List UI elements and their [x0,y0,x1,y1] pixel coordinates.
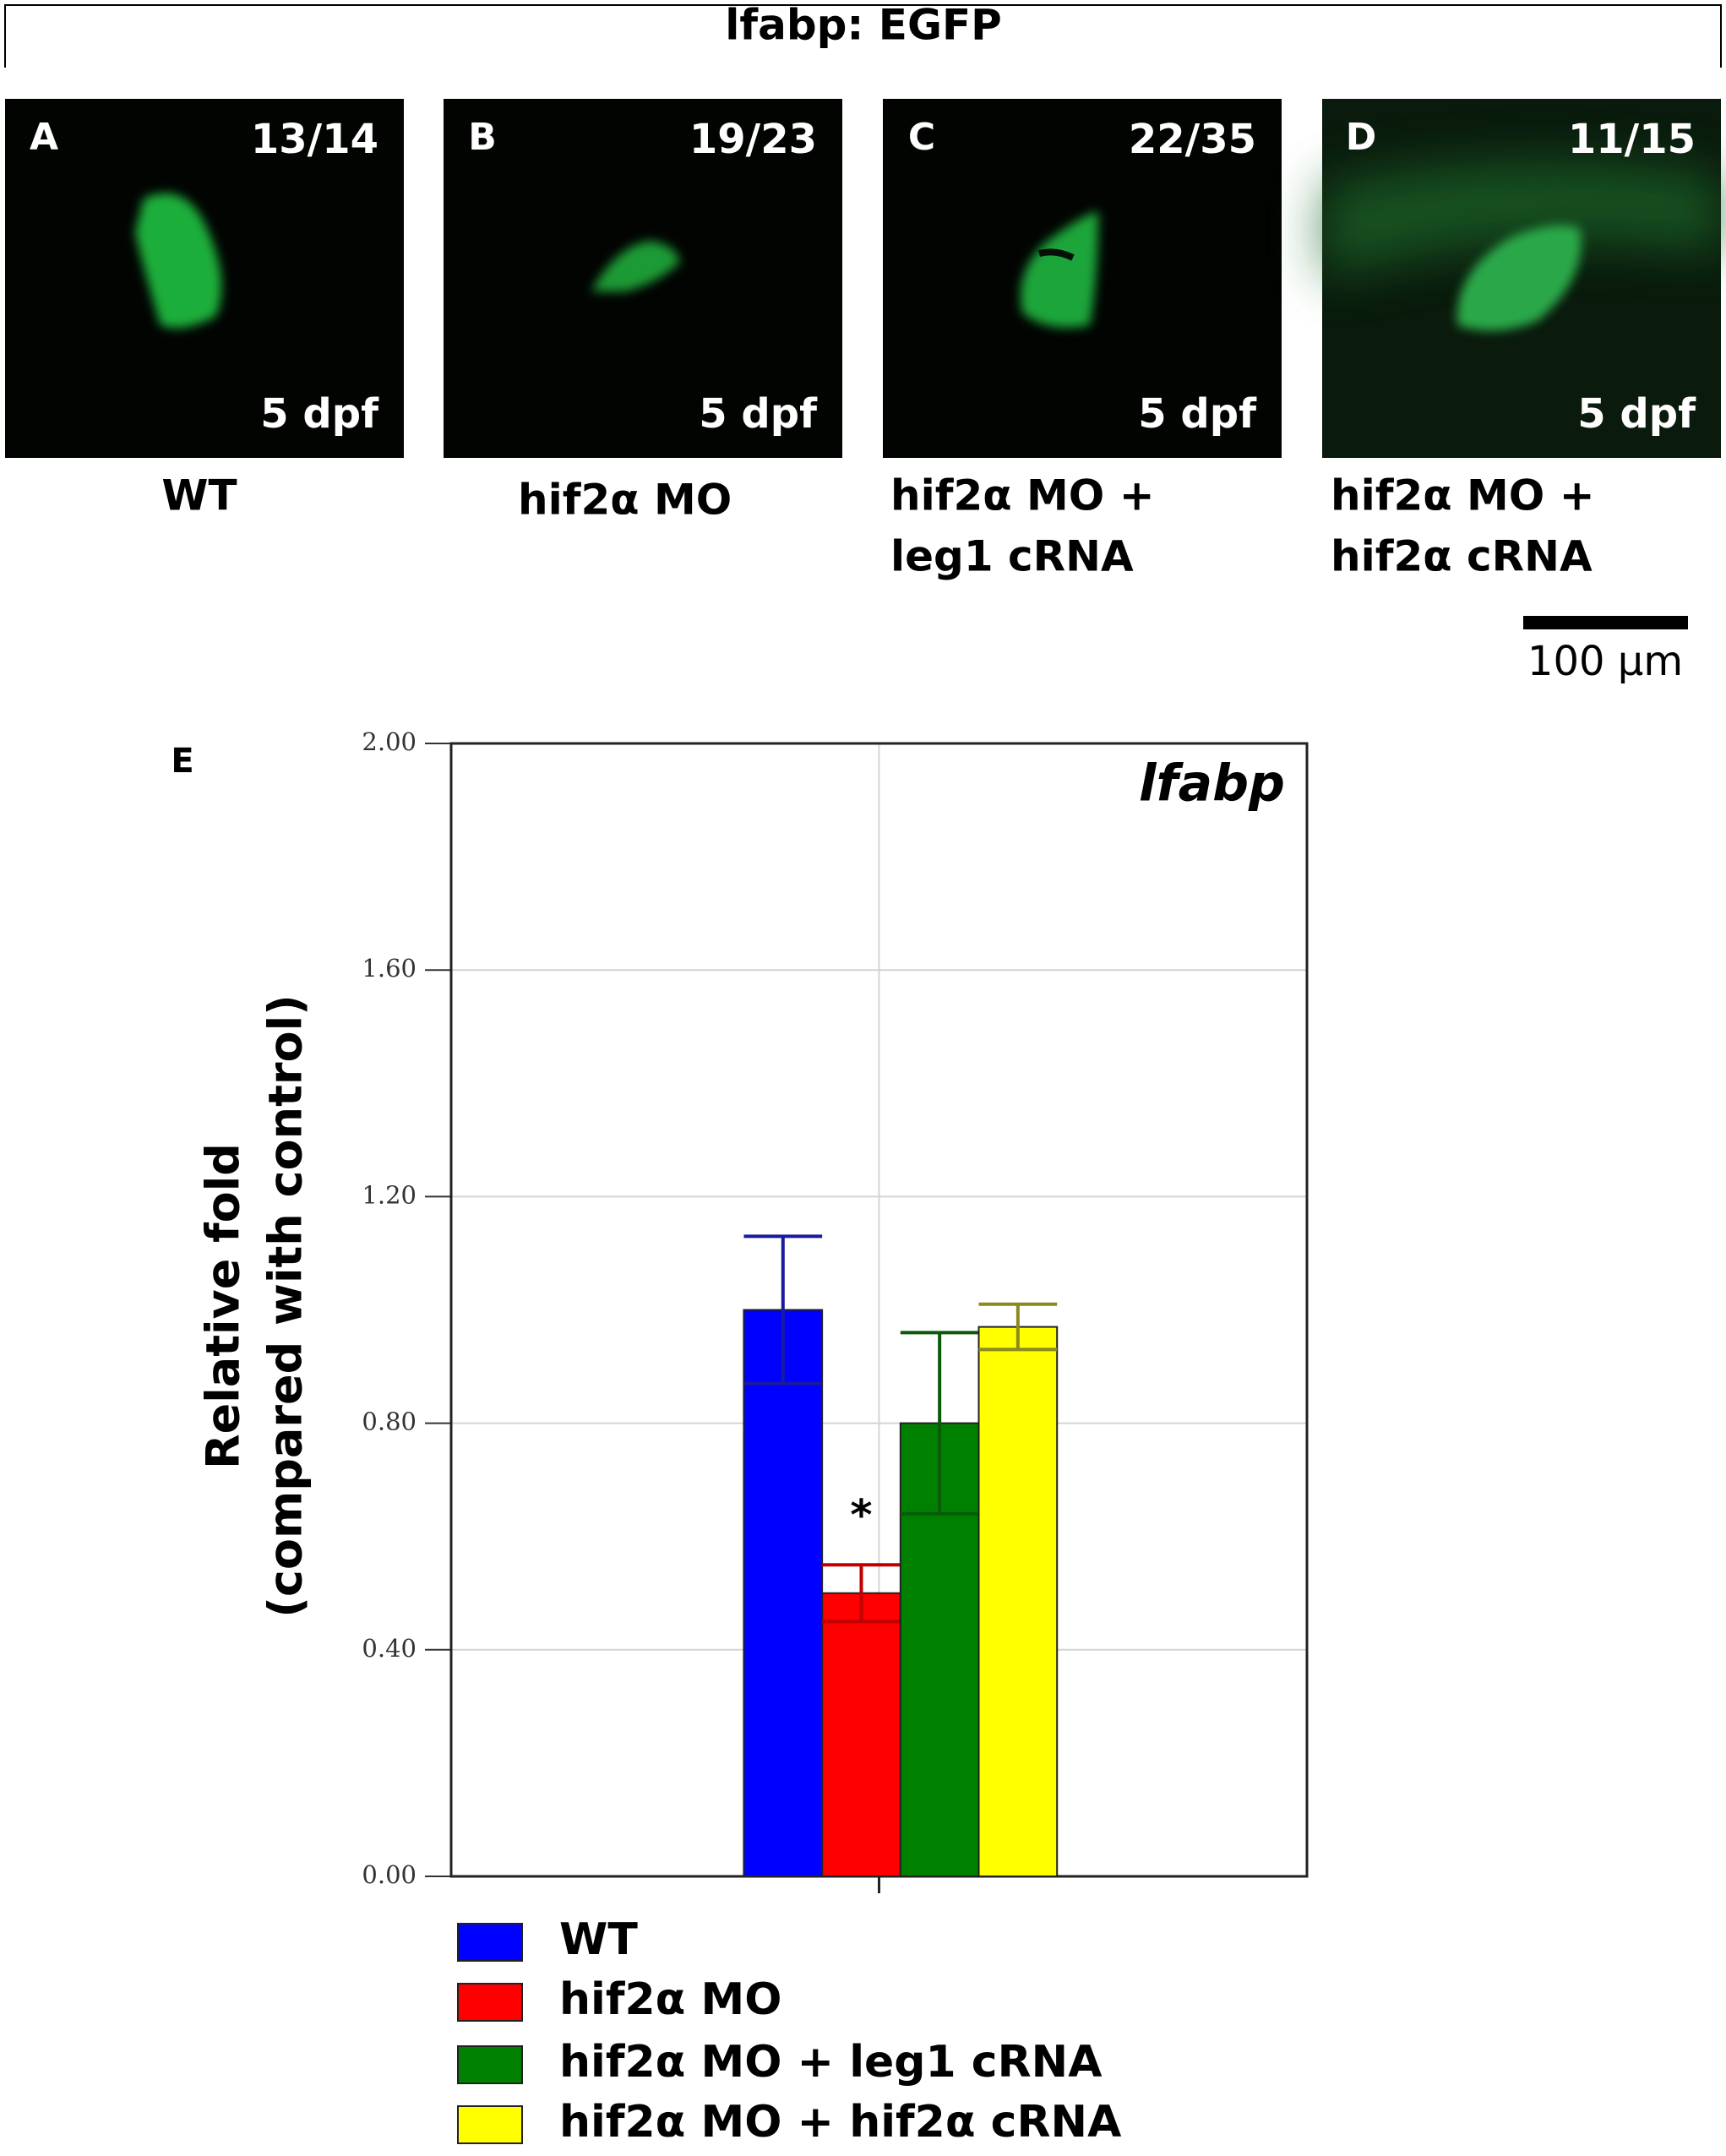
figure-title: lfabp: EGFP [725,1,1002,50]
tissue-glow [1322,162,1721,279]
title-bracket [4,4,1722,68]
y-tick-label: 0.00 [362,1860,417,1889]
panel-letter: B [468,116,497,159]
y-tick-label: 1.20 [362,1180,417,1209]
legend-label: hif2α MO + hif2α cRNA [559,2097,1121,2148]
panel-letter: C [908,116,935,159]
error-bar [743,1234,823,1386]
panel-images [5,99,1721,458]
error-bar [822,1563,901,1624]
panel-stage: 5 dpf [1138,390,1257,438]
legend-swatch [457,2045,523,2084]
panel-label: hif2α cRNA [1331,532,1593,581]
panel-label: hif2α MO [518,476,732,525]
y-tick-label: 1.60 [362,954,417,983]
error-bar [900,1331,979,1516]
legend-label: hif2α MO + leg1 cRNA [559,2037,1102,2088]
panel-label: hif2α MO + [1331,471,1595,520]
legend-label: WT [559,1914,638,1965]
panel-letter: E [171,742,193,781]
panel-count: 22/35 [1129,116,1256,163]
panel-letter: A [30,116,58,159]
significance-marker: * [850,1491,872,1540]
chart-title: lfabp [1139,754,1285,814]
legend-swatch [457,1983,523,2022]
bar [743,1309,824,1877]
panel-label: hif2α MO + [890,471,1155,520]
panel-letter: D [1346,116,1377,159]
bar [821,1592,901,1877]
panel-count: 19/23 [689,116,817,163]
liver-signal [1456,225,1582,331]
legend-swatch [457,2105,523,2144]
panel-count: 11/15 [1568,116,1696,163]
panel-stage: 5 dpf [1577,390,1696,438]
panel-count: 13/14 [251,116,378,163]
liver-signal [591,241,680,291]
y-tick-label: 0.80 [362,1407,417,1436]
y-tick-label: 2.00 [362,727,417,756]
legend-swatch [457,1923,523,1962]
error-bar [978,1302,1058,1352]
bar [977,1326,1059,1877]
liver-signal [135,193,222,329]
y-axis-label: (compared with control) [259,994,313,1618]
y-axis-label: Relative fold [197,1143,250,1469]
scale-bar-label: 100 μm [1527,638,1683,685]
liver-shadow [1038,248,1075,261]
legend-label: hif2α MO [559,1974,781,2025]
y-tick-label: 0.40 [362,1634,417,1663]
panel-label: leg1 cRNA [890,532,1134,581]
panel-stage: 5 dpf [260,390,379,438]
panel-stage: 5 dpf [699,390,818,438]
liver-signal [1021,211,1098,328]
panel-label: WT [161,471,237,520]
